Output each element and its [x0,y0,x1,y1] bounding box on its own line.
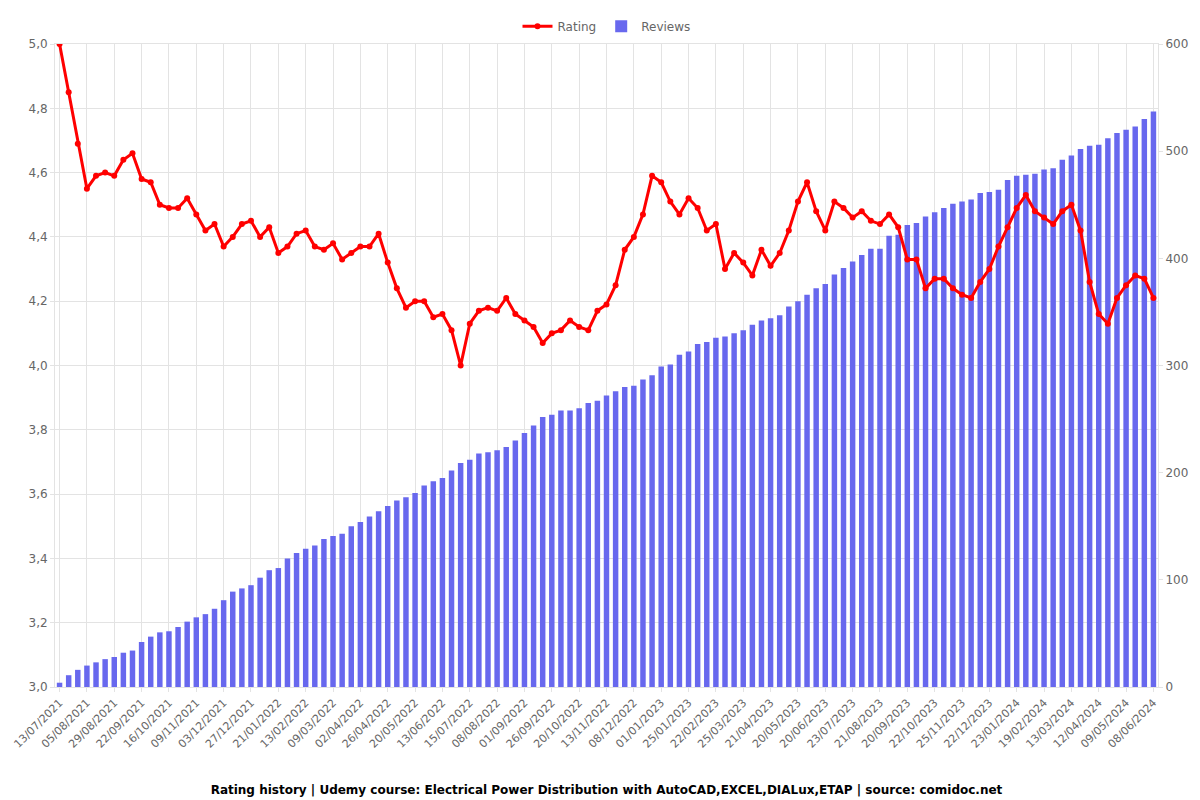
svg-text:08/12/2022: 08/12/2022 [586,697,640,751]
svg-text:23/07/2023: 23/07/2023 [805,697,859,751]
svg-text:Reviews: Reviews [641,20,690,34]
svg-text:09/05/2024: 09/05/2024 [1078,697,1132,751]
svg-text:09/11/2021: 09/11/2021 [148,697,202,751]
svg-text:20/05/2023: 20/05/2023 [750,697,804,751]
svg-text:20/10/2022: 20/10/2022 [531,697,585,751]
svg-text:25/11/2023: 25/11/2023 [914,697,968,751]
svg-text:21/04/2023: 21/04/2023 [723,697,777,751]
svg-text:20/05/2022: 20/05/2022 [367,697,421,751]
svg-text:01/09/2022: 01/09/2022 [476,697,530,751]
svg-text:26/09/2022: 26/09/2022 [504,697,558,751]
svg-text:29/08/2021: 29/08/2021 [66,697,120,751]
svg-text:300: 300 [1165,359,1188,373]
svg-text:20/06/2023: 20/06/2023 [777,697,831,751]
svg-text:4,0: 4,0 [29,359,48,373]
svg-text:13/03/2024: 13/03/2024 [1023,697,1077,751]
svg-text:27/12/2021: 27/12/2021 [203,697,257,751]
svg-text:19/02/2024: 19/02/2024 [996,697,1050,751]
svg-text:13/07/2021: 13/07/2021 [12,697,66,751]
svg-text:Rating history | Udemy course:: Rating history | Udemy course: Electrica… [211,783,1003,797]
svg-text:12/04/2024: 12/04/2024 [1051,697,1105,751]
svg-text:22/09/2021: 22/09/2021 [94,697,148,751]
svg-text:08/06/2024: 08/06/2024 [1105,697,1159,751]
svg-text:0: 0 [1165,680,1173,694]
svg-text:500: 500 [1165,144,1188,158]
svg-text:3,2: 3,2 [29,616,48,630]
svg-text:Rating: Rating [558,20,597,34]
svg-text:4,4: 4,4 [29,230,48,244]
svg-text:25/03/2023: 25/03/2023 [695,697,749,751]
svg-text:20/09/2023: 20/09/2023 [859,697,913,751]
svg-text:26/04/2022: 26/04/2022 [340,697,394,751]
svg-text:3,8: 3,8 [29,423,48,437]
svg-text:21/08/2023: 21/08/2023 [832,697,886,751]
svg-text:15/07/2022: 15/07/2022 [422,697,476,751]
svg-text:4,8: 4,8 [29,102,48,116]
svg-text:400: 400 [1165,252,1188,266]
svg-text:4,6: 4,6 [29,166,48,180]
svg-text:03/12/2021: 03/12/2021 [176,697,230,751]
svg-text:16/10/2021: 16/10/2021 [121,697,175,751]
svg-text:05/08/2021: 05/08/2021 [39,697,93,751]
svg-text:22/12/2023: 22/12/2023 [941,697,995,751]
svg-text:600: 600 [1165,37,1188,51]
svg-text:21/01/2022: 21/01/2022 [230,697,284,751]
svg-text:13/11/2022: 13/11/2022 [558,697,612,751]
svg-text:09/03/2022: 09/03/2022 [285,697,339,751]
svg-text:25/01/2023: 25/01/2023 [641,697,695,751]
svg-text:13/02/2022: 13/02/2022 [258,697,312,751]
svg-text:3,4: 3,4 [29,552,48,566]
svg-text:02/04/2022: 02/04/2022 [312,697,366,751]
svg-text:08/08/2022: 08/08/2022 [449,697,503,751]
svg-text:3,0: 3,0 [29,680,48,694]
svg-text:22/02/2023: 22/02/2023 [668,697,722,751]
svg-text:4,2: 4,2 [29,294,48,308]
svg-text:200: 200 [1165,466,1188,480]
svg-text:3,6: 3,6 [29,487,48,501]
svg-text:01/01/2023: 01/01/2023 [613,697,667,751]
svg-text:23/01/2024: 23/01/2024 [969,697,1023,751]
svg-text:5,0: 5,0 [29,37,48,51]
svg-text:100: 100 [1165,573,1188,587]
svg-text:13/06/2022: 13/06/2022 [394,697,448,751]
svg-text:22/10/2023: 22/10/2023 [887,697,941,751]
